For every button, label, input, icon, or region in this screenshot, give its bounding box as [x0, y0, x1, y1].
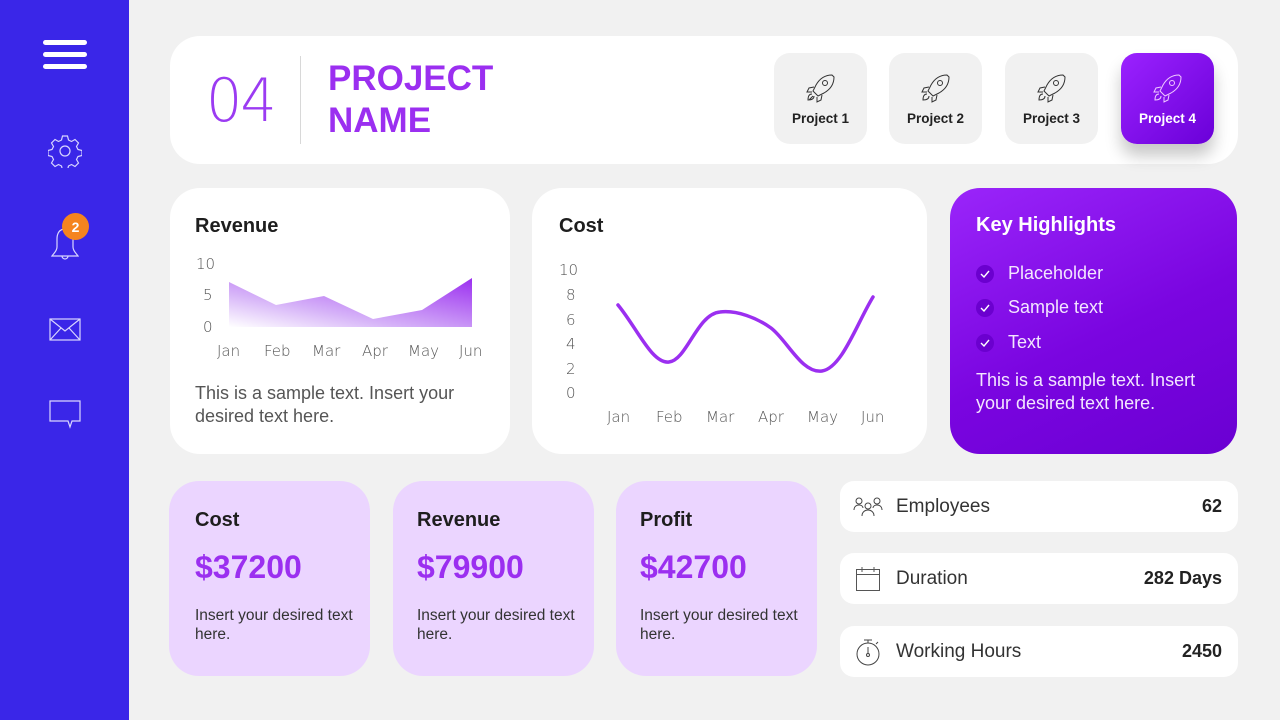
stopwatch-icon: [840, 638, 896, 666]
rocket-icon: [920, 74, 950, 103]
envelope-icon[interactable]: [0, 318, 129, 342]
highlight-item: Text: [976, 332, 1041, 353]
project-header: 04 PROJECT NAME Project 1 Project 2 Proj…: [170, 36, 1238, 164]
project-title-line1: PROJECT: [328, 59, 494, 98]
x-tick: May: [408, 342, 440, 360]
tab-label: Project 1: [791, 111, 850, 126]
revenue-description: This is a sample text. Insert your desir…: [195, 383, 455, 426]
header-divider: [300, 56, 301, 144]
highlights-description: This is a sample text. Insert your desir…: [976, 370, 1196, 413]
stat-title: Cost: [195, 509, 240, 531]
y-tick: 6: [566, 311, 576, 329]
y-tick: 5: [203, 286, 213, 304]
x-tick: Mar: [706, 408, 735, 426]
stat-card-cost: Cost $37200 Insert your desired text her…: [169, 481, 370, 676]
y-tick: 2: [566, 360, 576, 378]
tab-project-1[interactable]: Project 1: [774, 53, 867, 144]
x-tick: Mar: [312, 342, 341, 360]
metric-value: 62: [1201, 496, 1222, 516]
metric-employees: Employees 62: [840, 481, 1238, 532]
highlight-item: Placeholder: [976, 263, 1103, 284]
metric-value: 2450: [1181, 641, 1222, 661]
stat-description: Insert your desired text here.: [640, 607, 798, 643]
check-icon: [976, 333, 994, 352]
highlight-item: Sample text: [976, 297, 1103, 318]
metric-duration: Duration 282 Days: [840, 553, 1238, 604]
project-number: 04: [206, 66, 277, 136]
rocket-icon: [805, 74, 835, 103]
stat-title: Profit: [640, 509, 693, 531]
metric-label: Working Hours: [896, 640, 1022, 662]
chat-bubble-icon[interactable]: [0, 400, 129, 430]
x-tick: Jan: [607, 408, 631, 426]
highlights-title: Key Highlights: [976, 214, 1117, 236]
highlight-label: Placeholder: [1008, 263, 1104, 283]
y-tick: 10: [559, 261, 579, 279]
sidebar: 2: [0, 0, 129, 720]
stat-value: $37200: [195, 549, 302, 585]
metric-value: 282 Days: [1143, 568, 1222, 588]
x-tick: Apr: [362, 342, 388, 360]
notification-badge: 2: [62, 213, 89, 240]
tab-project-4[interactable]: Project 4: [1121, 53, 1214, 144]
revenue-chart-title: Revenue: [195, 215, 279, 237]
revenue-area-chart: [229, 278, 472, 327]
x-tick: Feb: [264, 342, 291, 360]
metric-label: Duration: [896, 567, 968, 589]
key-highlights-card: Key Highlights Placeholder Sample text T…: [950, 188, 1237, 454]
revenue-chart-card: Revenue 10 5 0 Jan Feb Mar Apr May Jun T…: [170, 188, 510, 454]
y-tick: 10: [196, 255, 216, 273]
hamburger-menu-icon[interactable]: [0, 38, 129, 72]
metric-label: Employees: [896, 495, 990, 517]
check-icon: [976, 298, 994, 317]
project-title-line2: NAME: [328, 101, 432, 140]
y-tick: 0: [566, 384, 576, 402]
x-tick: Jan: [217, 342, 241, 360]
gear-icon[interactable]: [0, 134, 129, 168]
cost-chart-card: Cost 10 8 6 4 2 0 Jan Feb Mar Apr May Ju…: [532, 188, 927, 454]
metric-working-hours: Working Hours 2450: [840, 626, 1238, 677]
stat-description: Insert your desired text here.: [417, 607, 575, 643]
tab-label: Project 3: [1022, 111, 1081, 126]
stat-value: $42700: [640, 549, 747, 585]
project-title: PROJECT NAME: [328, 58, 493, 142]
stat-title: Revenue: [417, 509, 501, 531]
calendar-icon: [840, 566, 896, 592]
stat-value: $79900: [417, 549, 524, 585]
y-tick: 8: [566, 286, 576, 304]
rocket-icon: [1152, 74, 1182, 103]
x-tick: May: [807, 408, 839, 426]
people-icon: [840, 497, 896, 517]
highlight-label: Text: [1008, 332, 1042, 352]
stat-description: Insert your desired text here.: [195, 607, 353, 643]
rocket-icon: [1036, 74, 1066, 103]
cost-line-chart: [616, 295, 875, 373]
tab-label: Project 4: [1138, 111, 1197, 126]
tab-label: Project 2: [906, 111, 965, 126]
stat-card-profit: Profit $42700 Insert your desired text h…: [616, 481, 817, 676]
stat-card-revenue: Revenue $79900 Insert your desired text …: [393, 481, 594, 676]
check-icon: [976, 264, 994, 283]
highlight-label: Sample text: [1008, 297, 1104, 317]
y-tick: 0: [203, 318, 213, 336]
y-tick: 4: [566, 335, 576, 353]
tab-project-3[interactable]: Project 3: [1005, 53, 1098, 144]
x-tick: Feb: [656, 408, 683, 426]
tab-project-2[interactable]: Project 2: [889, 53, 982, 144]
x-tick: Jun: [459, 342, 483, 360]
x-tick: Jun: [861, 408, 885, 426]
cost-chart-title: Cost: [559, 215, 604, 237]
x-tick: Apr: [758, 408, 784, 426]
